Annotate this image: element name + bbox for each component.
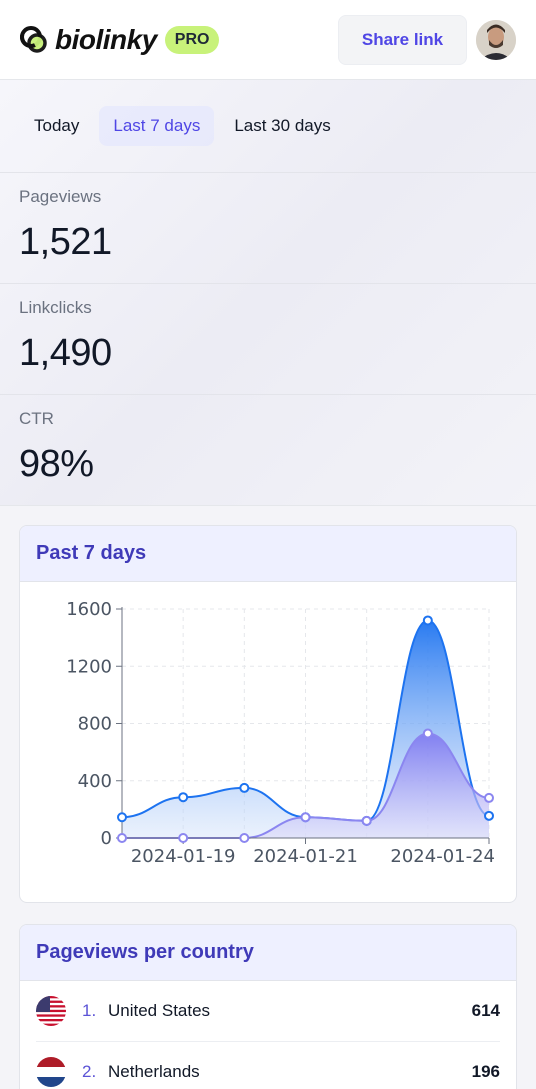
tab-today[interactable]: Today — [34, 116, 80, 135]
avatar[interactable] — [476, 20, 516, 60]
x-tick-label: 2024-01-24 — [390, 846, 495, 867]
chart-card-title: Past 7 days — [20, 526, 516, 582]
data-point[interactable] — [422, 615, 433, 626]
rank: 1. — [82, 1001, 97, 1020]
country-card: Pageviews per country 1. United States 6… — [19, 924, 517, 1089]
y-tick-label: 1200 — [66, 656, 112, 677]
country-name: Netherlands — [108, 1062, 200, 1081]
stat-value: 98% — [19, 443, 94, 485]
tab-last-7-days[interactable]: Last 7 days — [99, 106, 215, 146]
share-link-button[interactable]: Share link — [338, 15, 467, 65]
country-name: United States — [108, 1001, 211, 1020]
period-tabs: Today Last 7 days Last 30 days — [0, 80, 536, 172]
us-flag-icon — [36, 996, 66, 1026]
x-tick-label: 2024-01-19 — [131, 846, 236, 867]
data-point[interactable] — [361, 815, 372, 826]
country-count: 614 — [471, 1001, 500, 1020]
tab-last-30-days[interactable]: Last 30 days — [234, 116, 331, 135]
country-card-title: Pageviews per country — [20, 925, 516, 981]
data-point[interactable] — [117, 812, 127, 823]
country-count: 196 — [471, 1062, 500, 1081]
data-point[interactable] — [484, 792, 494, 803]
data-point[interactable] — [178, 833, 189, 843]
chart-card: Past 7 days 0 400 800 1200 1600 2024-01-19 202… — [19, 525, 517, 903]
stat-pageviews: Pageviews 1,521 — [0, 172, 536, 283]
y-tick-label: 1600 — [66, 599, 112, 620]
stat-label: Pageviews — [19, 187, 102, 206]
data-point[interactable] — [239, 782, 250, 793]
stat-label: Linkclicks — [19, 298, 92, 317]
stat-value: 1,521 — [19, 221, 112, 263]
data-point[interactable] — [178, 792, 189, 803]
stat-value: 1,490 — [19, 332, 112, 374]
series-area — [122, 733, 489, 838]
x-tick-label: 2024-01-21 — [253, 846, 358, 867]
data-point[interactable] — [300, 812, 311, 823]
data-point[interactable] — [117, 833, 127, 843]
data-point[interactable] — [422, 728, 433, 739]
nl-flag-icon — [36, 1057, 66, 1087]
brand-name: biolinky — [55, 23, 157, 55]
rank: 2. — [82, 1062, 97, 1081]
pro-badge: PRO — [164, 25, 220, 54]
biolinky-logo-icon[interactable] — [19, 25, 49, 55]
y-tick-label: 0 — [101, 828, 112, 849]
data-point[interactable] — [484, 810, 494, 821]
stat-linkclicks: Linkclicks 1,490 — [0, 283, 536, 394]
y-tick-label: 400 — [78, 771, 112, 792]
past-7-days-chart: 0 400 800 1200 1600 2024-01-19 2024-01-21 2024-… — [66, 599, 495, 867]
list-item[interactable]: 1. United States 614 — [36, 981, 500, 1042]
stat-label: CTR — [19, 409, 54, 428]
stat-ctr: CTR 98% — [0, 394, 536, 505]
y-tick-label: 800 — [78, 714, 112, 735]
list-item[interactable]: 2. Netherlands 196 — [36, 1042, 500, 1089]
data-point[interactable] — [239, 833, 250, 843]
top-bar: biolinky PRO Share link — [0, 0, 536, 80]
stats-panel: Today Last 7 days Last 30 days Pageviews… — [0, 80, 536, 506]
